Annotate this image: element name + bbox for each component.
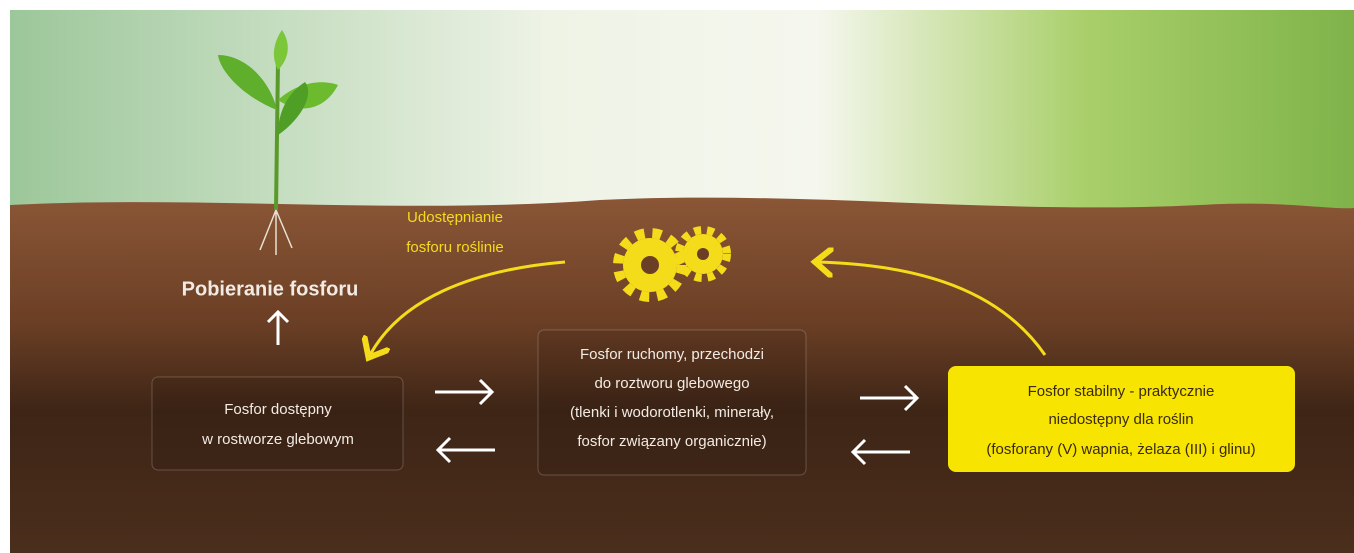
box-text: (fosforany (V) wapnia, żelaza (III) i gl… bbox=[986, 441, 1255, 458]
release-label: fosforu roślinie bbox=[406, 239, 504, 256]
box bbox=[152, 377, 403, 470]
box-text: w rostworze glebowym bbox=[201, 431, 354, 448]
box-text: do roztworu glebowego bbox=[594, 375, 749, 392]
diagram: Pobieranie fosforu Udostępnianie fosforu… bbox=[0, 0, 1354, 553]
box-text: (tlenki i wodorotlenki, minerały, bbox=[570, 404, 774, 421]
box-text: Fosfor dostępny bbox=[224, 401, 332, 418]
uptake-label: Pobieranie fosforu bbox=[182, 278, 359, 300]
box-text: Fosfor ruchomy, przechodzi bbox=[580, 346, 764, 363]
box-text: niedostępny dla roślin bbox=[1048, 411, 1193, 428]
box-text: Fosfor stabilny - praktycznie bbox=[1028, 383, 1215, 400]
release-label: Udostępnianie bbox=[407, 209, 503, 226]
box-text: fosfor związany organicznie) bbox=[577, 433, 766, 450]
